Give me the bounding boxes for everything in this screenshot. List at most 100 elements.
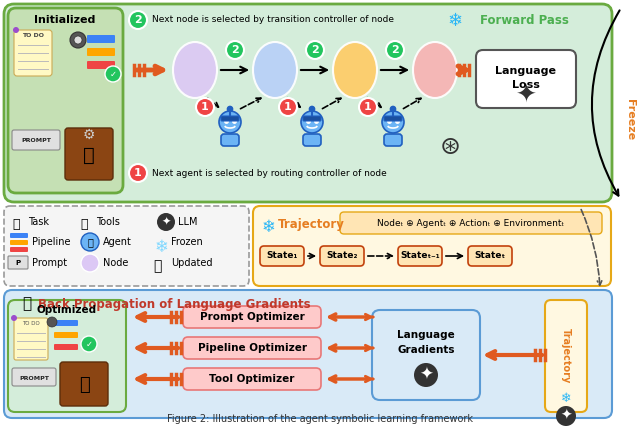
Text: PROMPT: PROMPT: [21, 138, 51, 144]
FancyBboxPatch shape: [60, 362, 108, 406]
FancyBboxPatch shape: [8, 256, 28, 269]
Text: Next node is selected by transition controller of node: Next node is selected by transition cont…: [152, 15, 394, 25]
FancyBboxPatch shape: [87, 48, 115, 56]
FancyBboxPatch shape: [4, 290, 612, 418]
Text: 1: 1: [134, 168, 142, 178]
FancyBboxPatch shape: [14, 30, 52, 76]
FancyBboxPatch shape: [14, 318, 48, 360]
Text: ⚙: ⚙: [83, 128, 95, 142]
Text: Stateₜ: Stateₜ: [474, 251, 506, 261]
Text: Initialized: Initialized: [35, 15, 96, 25]
Circle shape: [382, 111, 404, 133]
Text: Pipeline Optimizer: Pipeline Optimizer: [198, 343, 307, 353]
FancyBboxPatch shape: [10, 247, 28, 252]
Circle shape: [74, 36, 82, 44]
FancyBboxPatch shape: [54, 332, 78, 338]
Circle shape: [196, 98, 214, 116]
Text: Language: Language: [397, 330, 455, 340]
FancyBboxPatch shape: [468, 246, 512, 266]
FancyBboxPatch shape: [260, 246, 304, 266]
FancyBboxPatch shape: [87, 35, 115, 43]
Text: Trajectory: Trajectory: [561, 328, 571, 384]
Text: ✓: ✓: [109, 69, 116, 78]
FancyBboxPatch shape: [8, 300, 126, 412]
Text: ✦: ✦: [161, 217, 171, 227]
Text: Language: Language: [495, 66, 557, 76]
Ellipse shape: [253, 42, 297, 98]
Text: 🔧: 🔧: [80, 218, 88, 231]
Circle shape: [390, 106, 396, 112]
Circle shape: [310, 106, 314, 112]
Text: State₁: State₁: [266, 251, 298, 261]
Circle shape: [47, 317, 57, 327]
Text: ✦: ✦: [419, 366, 433, 384]
Text: ✦: ✦: [560, 409, 572, 423]
FancyBboxPatch shape: [54, 320, 78, 326]
Text: TO DO: TO DO: [22, 321, 40, 326]
Text: LLM: LLM: [178, 217, 198, 227]
Circle shape: [279, 98, 297, 116]
FancyBboxPatch shape: [4, 4, 612, 202]
Text: Tools: Tools: [96, 217, 120, 227]
Circle shape: [219, 111, 241, 133]
FancyBboxPatch shape: [221, 134, 239, 146]
Circle shape: [81, 336, 97, 352]
FancyBboxPatch shape: [8, 8, 123, 193]
Text: ❄: ❄: [262, 218, 276, 236]
Text: PROMPT: PROMPT: [19, 375, 49, 380]
Text: Frozen: Frozen: [171, 237, 203, 247]
Text: ❄: ❄: [561, 391, 572, 405]
Text: 1: 1: [284, 102, 292, 112]
Text: ❄: ❄: [447, 12, 463, 30]
Text: Prompt: Prompt: [32, 258, 67, 268]
FancyBboxPatch shape: [253, 206, 611, 286]
Text: Pipeline: Pipeline: [32, 237, 70, 247]
Ellipse shape: [413, 42, 457, 98]
FancyBboxPatch shape: [183, 368, 321, 390]
Text: Optimized: Optimized: [37, 305, 97, 315]
FancyBboxPatch shape: [545, 300, 587, 412]
FancyBboxPatch shape: [303, 134, 321, 146]
Text: Freeze: Freeze: [625, 99, 635, 141]
Text: 1: 1: [201, 102, 209, 112]
Text: 2: 2: [311, 45, 319, 55]
Text: Gradients: Gradients: [397, 345, 455, 355]
Text: 🔥: 🔥: [22, 296, 31, 311]
FancyBboxPatch shape: [320, 246, 364, 266]
Text: 2: 2: [231, 45, 239, 55]
Text: ⊛: ⊛: [440, 135, 461, 159]
FancyBboxPatch shape: [12, 130, 60, 150]
Text: 1: 1: [364, 102, 372, 112]
FancyBboxPatch shape: [398, 246, 442, 266]
FancyBboxPatch shape: [4, 206, 249, 286]
Circle shape: [81, 233, 99, 251]
Circle shape: [306, 41, 324, 59]
FancyBboxPatch shape: [65, 128, 113, 180]
FancyBboxPatch shape: [372, 310, 480, 400]
FancyBboxPatch shape: [221, 116, 239, 121]
FancyBboxPatch shape: [183, 306, 321, 328]
Text: 🤖: 🤖: [87, 237, 93, 247]
FancyBboxPatch shape: [87, 61, 115, 69]
Circle shape: [556, 406, 576, 426]
Circle shape: [359, 98, 377, 116]
Text: Prompt Optimizer: Prompt Optimizer: [200, 312, 305, 322]
Text: 2: 2: [391, 45, 399, 55]
Text: Stateₜ₋₁: Stateₜ₋₁: [400, 251, 440, 261]
Text: Task: Task: [28, 217, 49, 227]
FancyBboxPatch shape: [10, 240, 28, 245]
FancyBboxPatch shape: [340, 212, 602, 234]
Text: Updated: Updated: [171, 258, 212, 268]
FancyBboxPatch shape: [54, 344, 78, 350]
Text: Figure 2: Illustration of the agent symbolic learning framework: Figure 2: Illustration of the agent symb…: [167, 414, 473, 424]
FancyBboxPatch shape: [384, 134, 402, 146]
Ellipse shape: [333, 42, 377, 98]
Text: Forward Pass: Forward Pass: [480, 14, 569, 27]
Circle shape: [129, 164, 147, 182]
Text: 2: 2: [134, 15, 142, 25]
Ellipse shape: [173, 42, 217, 98]
Text: Back Propagation of Language Gradients: Back Propagation of Language Gradients: [38, 298, 310, 311]
Text: ❄: ❄: [155, 238, 169, 256]
Text: Node: Node: [103, 258, 129, 268]
Circle shape: [81, 254, 99, 272]
